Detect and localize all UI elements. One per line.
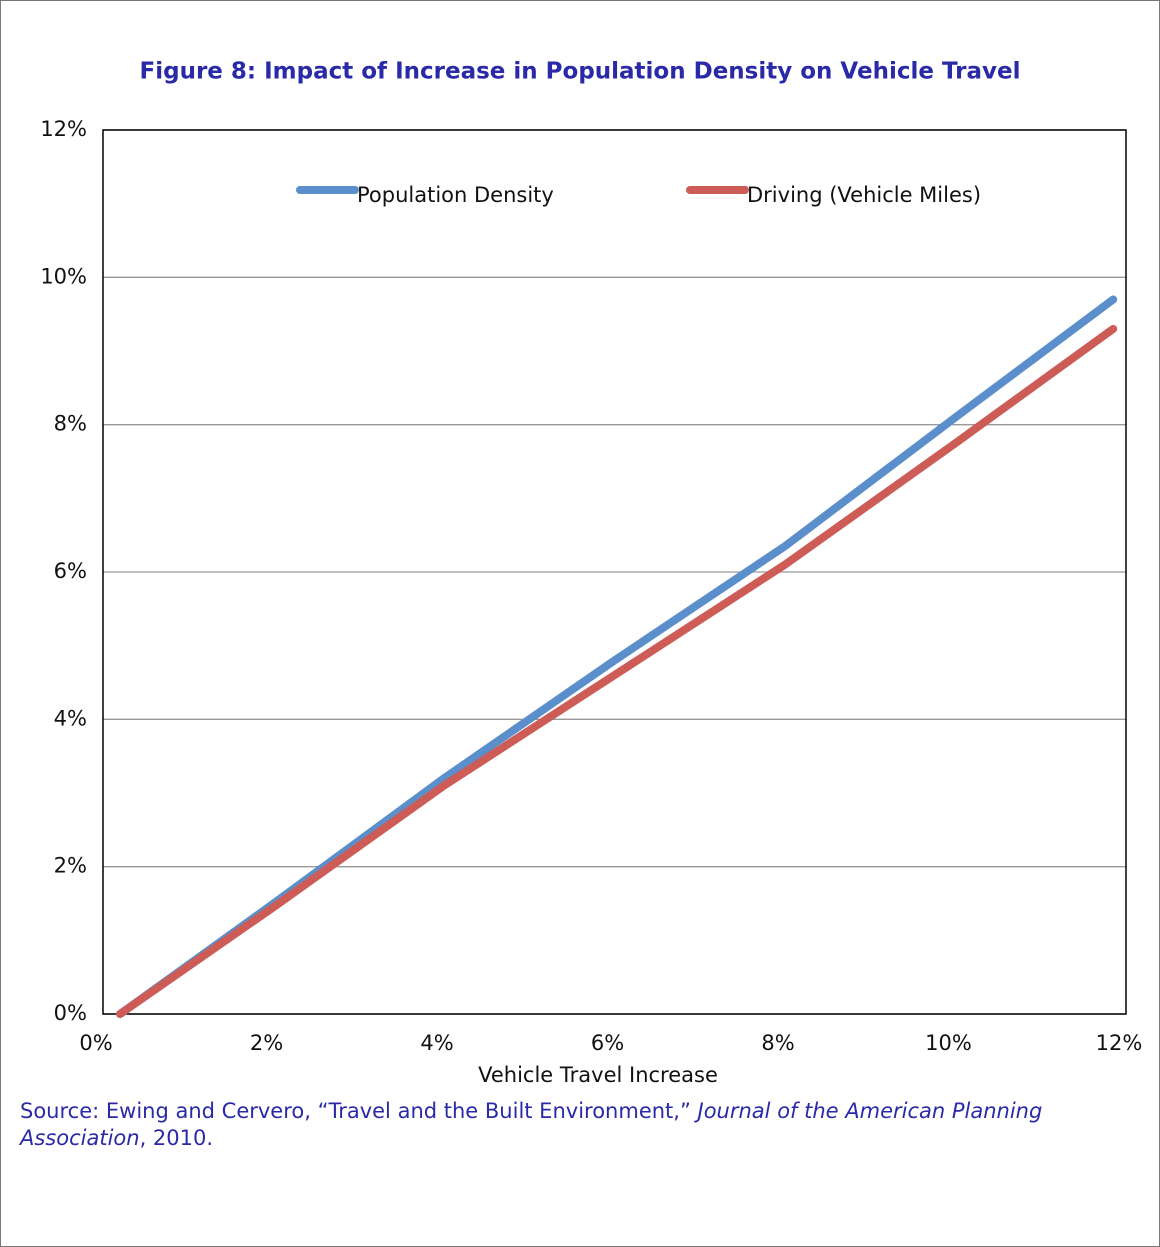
y-tick-label: 12% — [40, 117, 87, 141]
y-tick-label: 8% — [54, 412, 87, 436]
x-tick-label: 2% — [250, 1031, 283, 1055]
x-tick-label: 12% — [1096, 1031, 1143, 1055]
source-text: Source: Ewing and Cervero, “Travel and t… — [20, 1099, 698, 1123]
legend-label: Driving (Vehicle Miles) — [747, 183, 981, 207]
legend-label: Population Density — [357, 183, 554, 207]
y-tick-label: 6% — [54, 559, 87, 583]
y-tick-label: 2% — [54, 854, 87, 878]
x-axis-label: Vehicle Travel Increase — [478, 1063, 718, 1087]
x-tick-label: 8% — [761, 1031, 794, 1055]
source-journal: Journal of the American Planning Associa… — [20, 1099, 1043, 1150]
source-text: , 2010. — [139, 1126, 214, 1150]
y-tick-label: 0% — [54, 1001, 87, 1025]
source-note: Source: Ewing and Cervero, “Travel and t… — [20, 1098, 1145, 1152]
x-tick-label: 10% — [925, 1031, 972, 1055]
y-tick-label: 4% — [54, 706, 87, 730]
y-tick-label: 10% — [40, 264, 87, 288]
plot-border — [102, 129, 1127, 1015]
x-tick-label: 4% — [420, 1031, 453, 1055]
chart-title: Figure 8: Impact of Increase in Populati… — [140, 59, 1021, 85]
x-tick-label: 6% — [591, 1031, 624, 1055]
series-line — [116, 324, 1118, 1018]
x-tick-label: 0% — [79, 1031, 112, 1055]
